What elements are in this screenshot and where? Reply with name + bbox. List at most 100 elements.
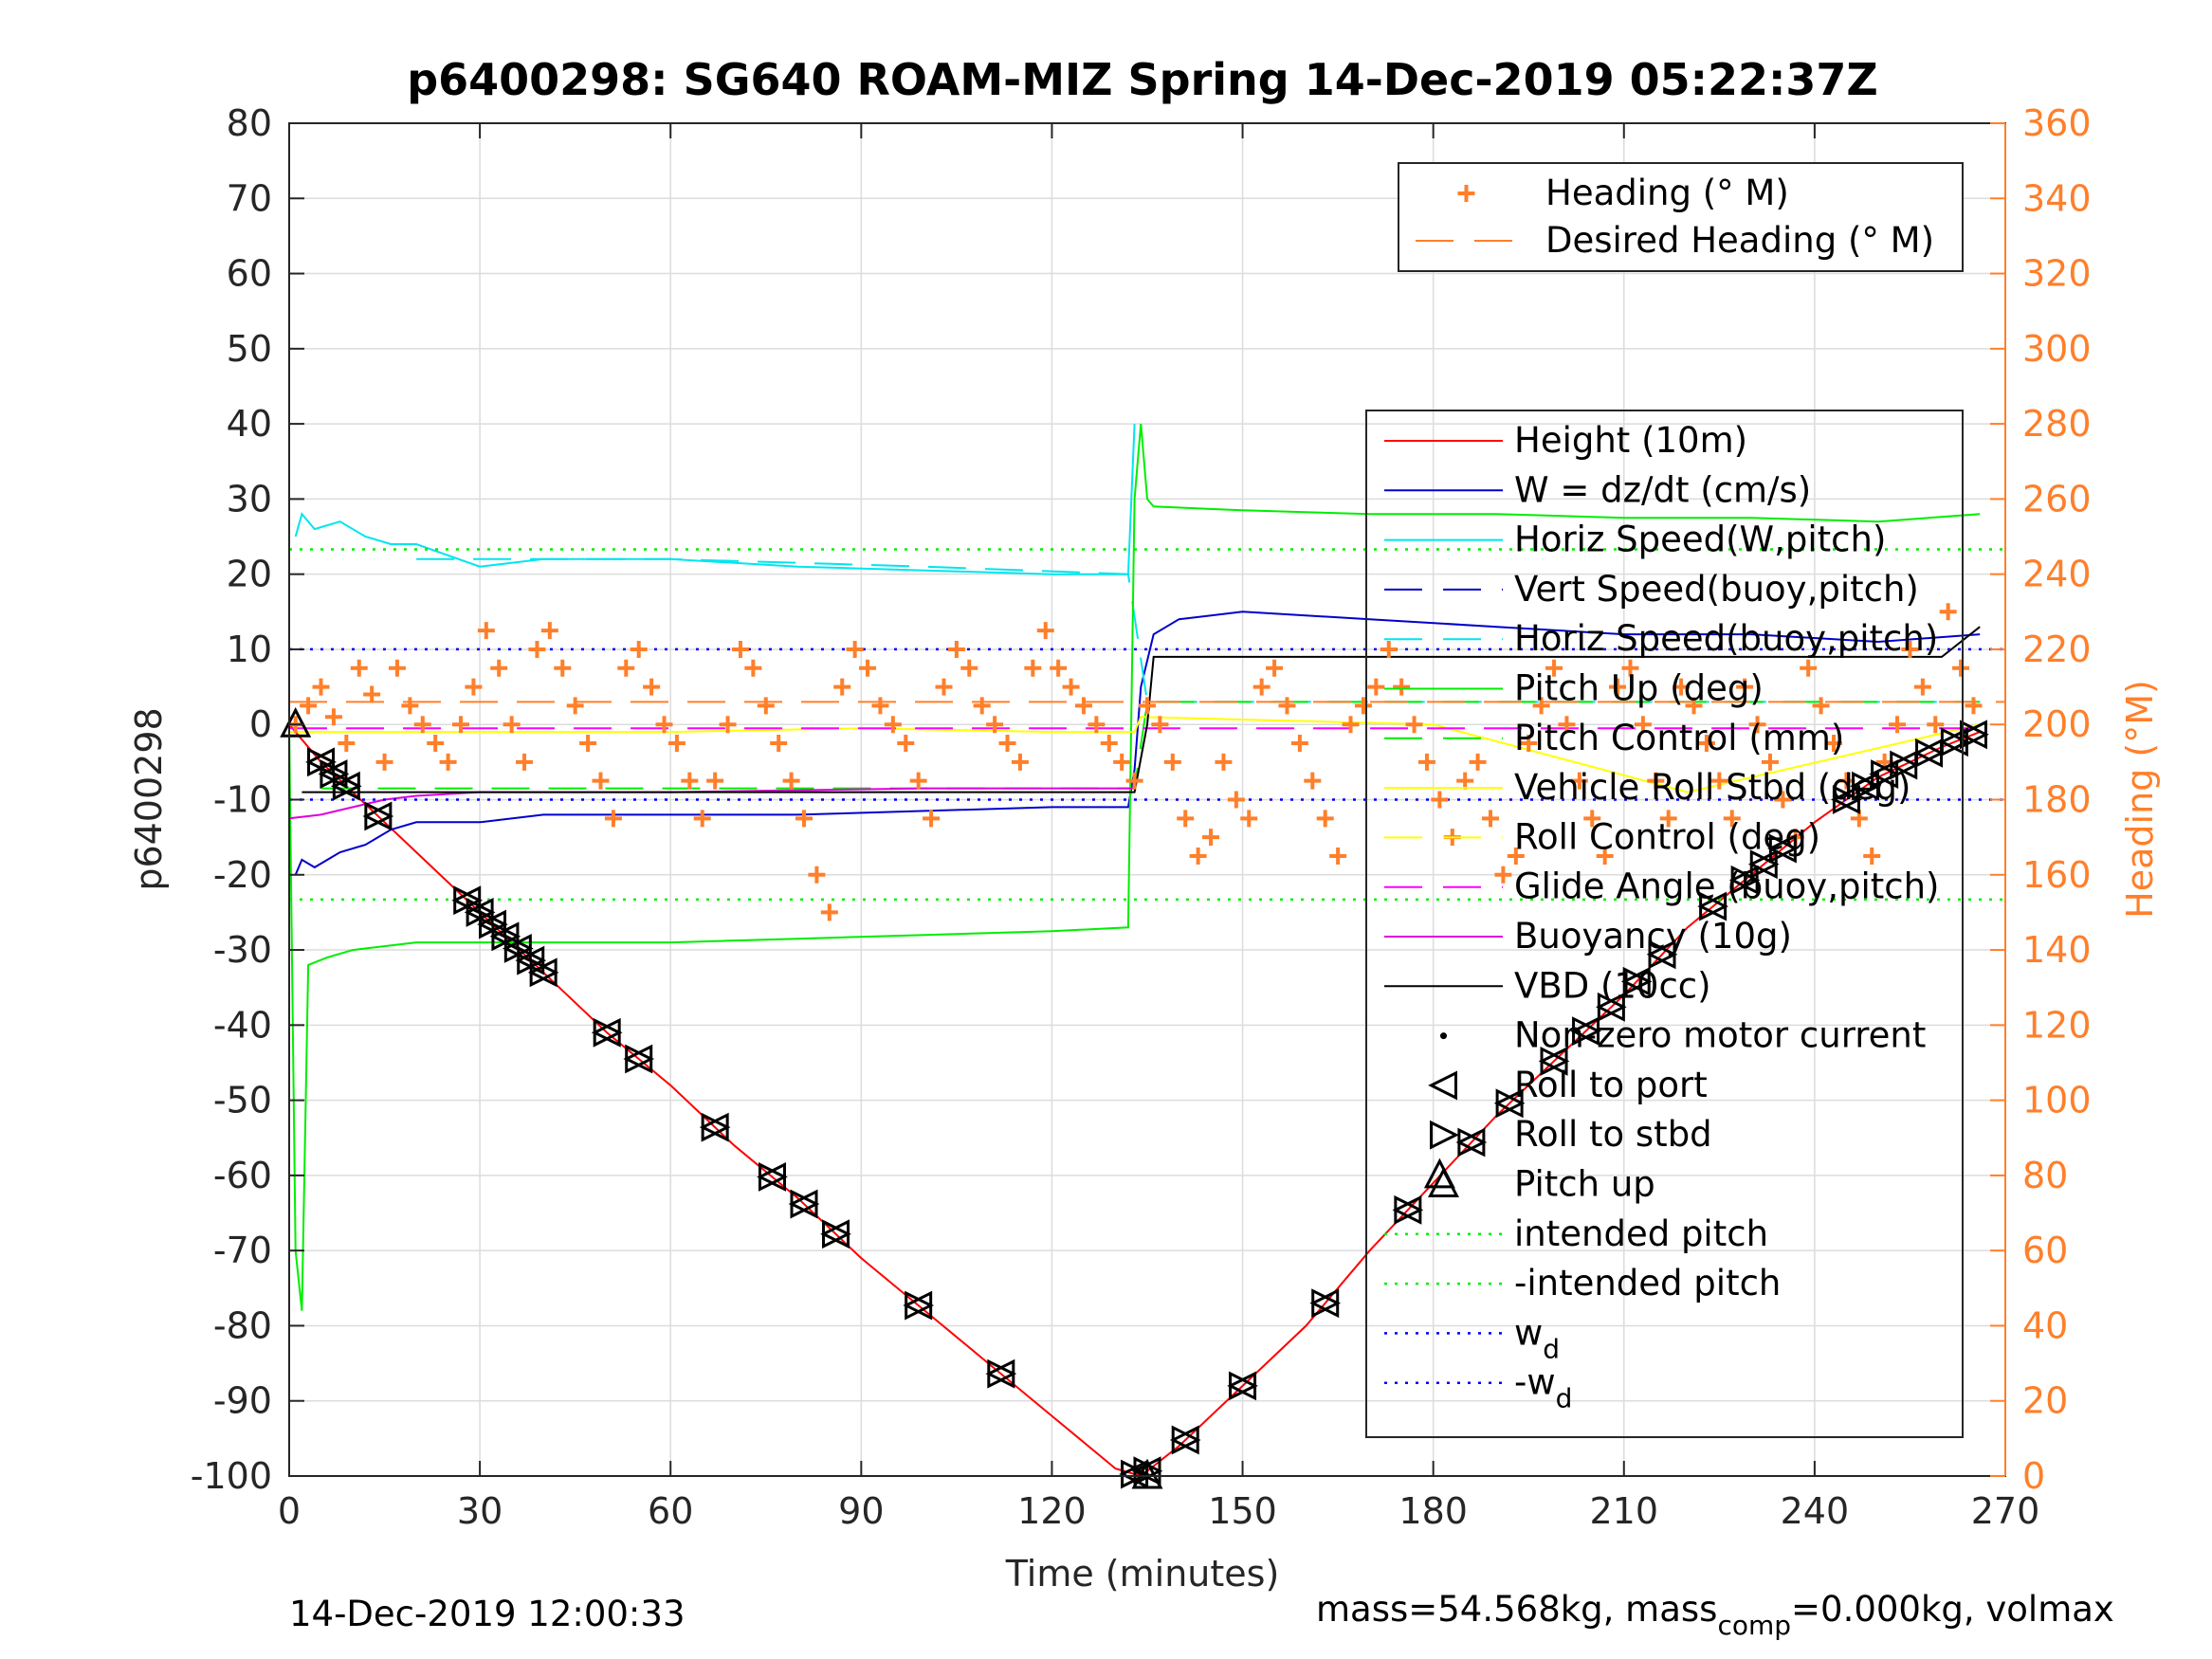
heading-point xyxy=(757,697,775,715)
heading-point xyxy=(1482,810,1499,828)
legend-heading-label: Heading (° M) xyxy=(1545,173,1789,213)
heading-point xyxy=(350,659,368,677)
roll-to-stbd-marker xyxy=(1597,992,1627,1022)
x-tick-label: 120 xyxy=(1017,1490,1087,1532)
roll-to-stbd-marker xyxy=(1540,1046,1570,1076)
y-right-tick-label: 260 xyxy=(2022,478,2092,520)
y-left-tick-label: -60 xyxy=(213,1155,272,1196)
heading-point xyxy=(1723,810,1741,828)
x-tick-label: 180 xyxy=(1398,1490,1468,1532)
heading-point xyxy=(1024,659,1042,677)
heading-point xyxy=(1050,659,1068,677)
roll-to-stbd-marker xyxy=(701,1112,731,1142)
roll-to-stbd-marker xyxy=(1768,833,1799,864)
legend-main-label: Roll to stbd xyxy=(1514,1114,1712,1155)
y-right-axis-ticks: 3603403203002802602402202001801601401201… xyxy=(1990,102,2092,1497)
heading-point xyxy=(1952,659,1970,677)
heading-point xyxy=(604,810,622,828)
heading-point xyxy=(1405,716,1423,734)
heading-point xyxy=(795,810,813,828)
y-left-tick-label: -10 xyxy=(213,779,272,821)
roll-to-stbd-marker xyxy=(1311,1288,1342,1319)
roll-to-stbd-marker xyxy=(625,1044,655,1074)
heading-point xyxy=(681,772,699,790)
legend-main: Height (10m) W = dz/dt (cm/s) Horiz Speed(… xyxy=(1365,410,1964,1438)
legend-main-label: Buoyancy (10g) xyxy=(1514,916,1792,957)
y-right-tick-label: 360 xyxy=(2022,102,2092,144)
legend-main-label: -intended pitch xyxy=(1514,1263,1781,1304)
heading-point xyxy=(1609,678,1627,696)
heading-point xyxy=(719,716,737,734)
roll-to-stbd-marker xyxy=(1730,865,1761,895)
heading-point xyxy=(1685,697,1703,715)
heading-point xyxy=(1456,772,1474,790)
heading-point xyxy=(1748,716,1766,734)
heading-point xyxy=(1329,847,1347,865)
heading-point xyxy=(1367,678,1385,696)
heading-point xyxy=(528,640,546,658)
roll-to-stbd-marker xyxy=(1229,1371,1258,1401)
heading-point xyxy=(1965,697,1983,715)
heading-point xyxy=(1659,810,1677,828)
heading-point xyxy=(909,772,927,790)
y-right-tick-label: 340 xyxy=(2022,177,2092,219)
y-left-tick-label: 30 xyxy=(227,478,272,520)
y-right-tick-label: 180 xyxy=(2022,779,2092,821)
roll-to-stbd-marker xyxy=(1890,750,1920,780)
heading-point xyxy=(973,697,991,715)
legend-main-label: Roll Control (deg) xyxy=(1514,816,1820,857)
y-left-tick-label: -70 xyxy=(213,1230,272,1271)
y-left-tick-label: 10 xyxy=(227,629,272,670)
y-left-tick-label: 60 xyxy=(227,253,272,295)
legend-sample-tri-right xyxy=(1430,1120,1459,1150)
heading-point xyxy=(1583,810,1601,828)
x-tick-label: 270 xyxy=(1971,1490,2040,1532)
y-right-axis-label: Heading (°M) xyxy=(2119,680,2161,919)
legend-sample-tri-up xyxy=(1428,1167,1459,1197)
heading-point xyxy=(1163,753,1181,771)
legend-main-label: Vert Speed(buoy,pitch) xyxy=(1514,569,1919,610)
x-tick-label: 210 xyxy=(1590,1490,1659,1532)
legend-heading-label: Desired Heading (° M) xyxy=(1545,220,1934,261)
heading-point xyxy=(897,735,915,753)
roll-to-stbd-marker xyxy=(1171,1425,1201,1455)
footer-mass-post: =0.000kg, volmax xyxy=(1791,1589,2114,1630)
roll-to-stbd-marker xyxy=(987,1358,1017,1389)
heading-point xyxy=(1647,772,1665,790)
y-left-tick-label: -50 xyxy=(213,1080,272,1121)
heading-point xyxy=(1697,735,1715,753)
heading-point xyxy=(1634,716,1652,734)
legend-sample-plus xyxy=(1457,185,1475,202)
x-tick-label: 0 xyxy=(278,1490,301,1532)
roll-to-stbd-marker xyxy=(1749,849,1780,880)
series-pitch-up-deg xyxy=(288,424,1981,1311)
heading-point xyxy=(617,659,635,677)
heading-point xyxy=(1227,791,1245,809)
legend-main-label: Non-zero motor current xyxy=(1514,1015,1926,1056)
roll-to-stbd-marker xyxy=(364,801,394,831)
heading-point xyxy=(1774,791,1792,809)
heading-point xyxy=(1889,716,1907,734)
heading-point xyxy=(1202,829,1220,847)
heading-point xyxy=(1215,753,1233,771)
legend-heading: Heading (° M) Desired Heading (° M) xyxy=(1398,162,1964,272)
heading-point xyxy=(1736,678,1754,696)
heading-point xyxy=(1494,866,1512,884)
heading-point xyxy=(1139,697,1156,715)
y-left-tick-label: -20 xyxy=(213,854,272,896)
x-tick-label: 60 xyxy=(648,1490,693,1532)
legend-main-label: intended pitch xyxy=(1514,1213,1768,1254)
y-left-tick-label: 80 xyxy=(227,102,272,144)
heading-point xyxy=(1189,847,1207,865)
heading-point xyxy=(1520,735,1538,753)
heading-point xyxy=(1812,697,1830,715)
series-buoyancy-10g xyxy=(288,787,1135,820)
heading-point xyxy=(490,659,508,677)
series-vbd-10cc xyxy=(302,626,1981,793)
heading-point xyxy=(1863,847,1881,865)
heading-point xyxy=(998,735,1016,753)
heading-point xyxy=(1342,716,1360,734)
heading-point xyxy=(986,716,1004,734)
footer-timestamp: 14-Dec-2019 12:00:33 xyxy=(289,1594,685,1634)
